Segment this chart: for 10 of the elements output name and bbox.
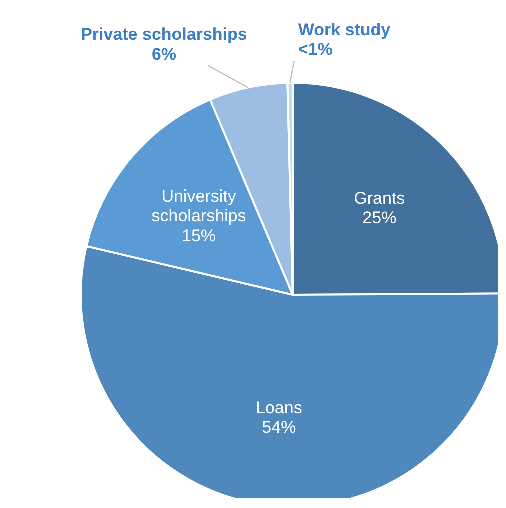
slice-label: Grants xyxy=(354,188,406,208)
data-label: 54% xyxy=(262,417,296,436)
slice-label: University scholarships xyxy=(152,186,246,226)
data-label: 6% xyxy=(152,44,177,64)
slice-label: Work study xyxy=(298,20,392,40)
data-label: 25% xyxy=(362,208,397,228)
data-label: 15% xyxy=(182,226,216,245)
slice-label: Private scholarships xyxy=(81,25,248,44)
slice-label: Loans xyxy=(256,398,302,417)
data-label: <1% xyxy=(298,40,333,60)
